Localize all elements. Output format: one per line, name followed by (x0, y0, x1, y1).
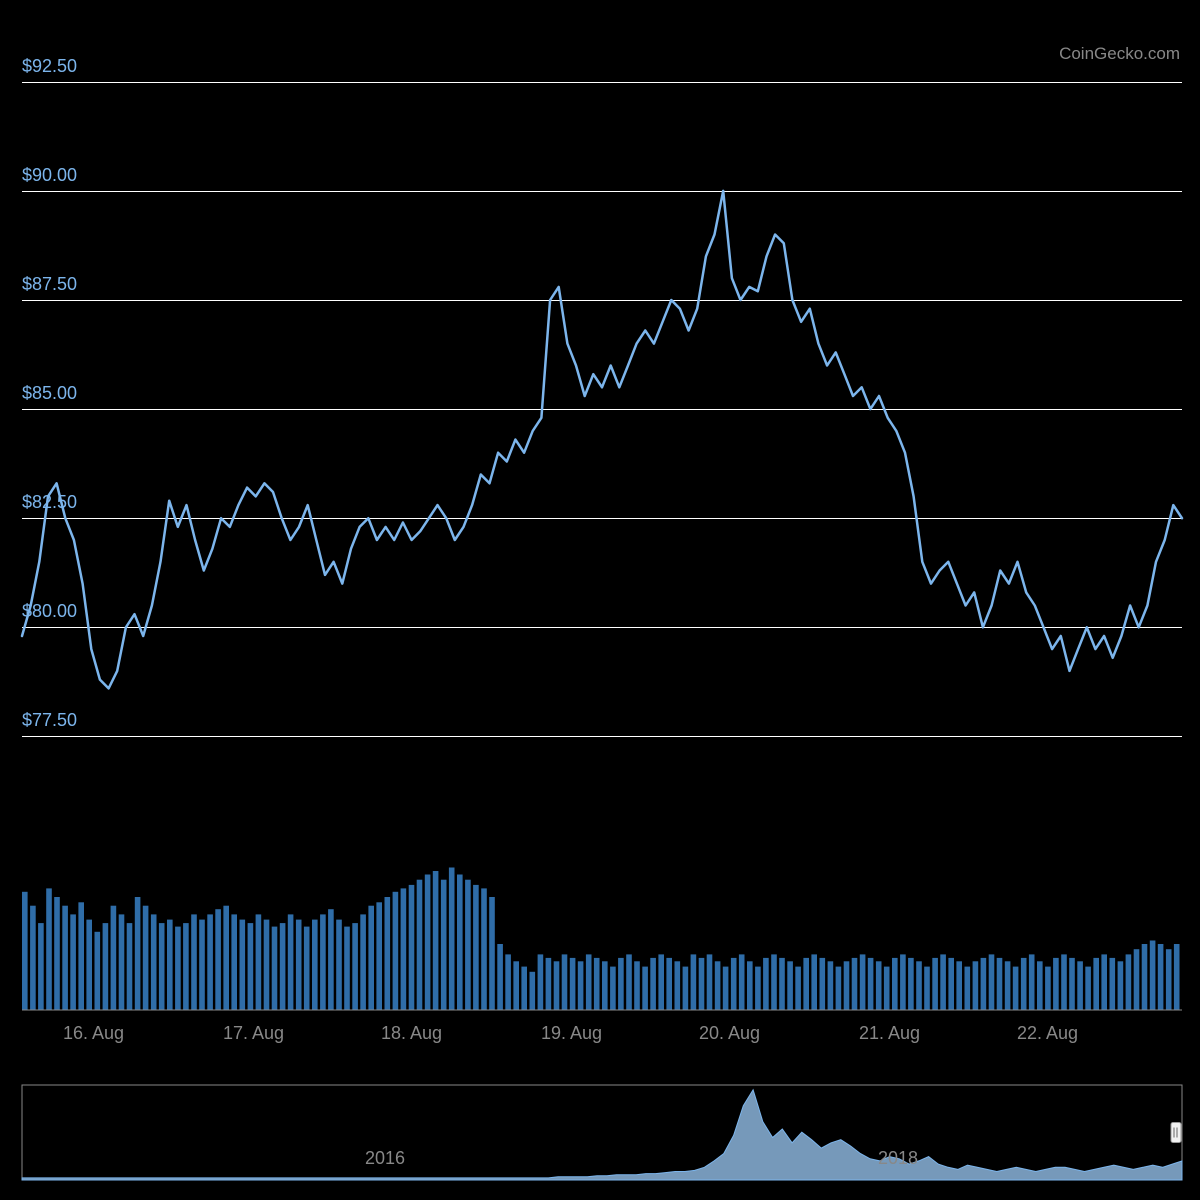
x-tick-label: 20. Aug (699, 1023, 760, 1044)
x-tick-label: 18. Aug (381, 1023, 442, 1044)
navigator-handle[interactable] (1171, 1123, 1181, 1143)
x-tick-label: 19. Aug (541, 1023, 602, 1044)
x-tick-label: 16. Aug (63, 1023, 124, 1044)
navigator-year-label: 2018 (878, 1148, 918, 1169)
navigator-year-label: 2016 (365, 1148, 405, 1169)
x-tick-label: 22. Aug (1017, 1023, 1078, 1044)
x-tick-label: 21. Aug (859, 1023, 920, 1044)
chart-container: CoinGecko.com $77.50$80.00$82.50$85.00$8… (0, 0, 1200, 1200)
volume-chart[interactable] (0, 850, 1200, 1020)
price-chart[interactable] (0, 0, 1200, 820)
navigator-chart[interactable] (0, 1080, 1200, 1200)
x-tick-label: 17. Aug (223, 1023, 284, 1044)
